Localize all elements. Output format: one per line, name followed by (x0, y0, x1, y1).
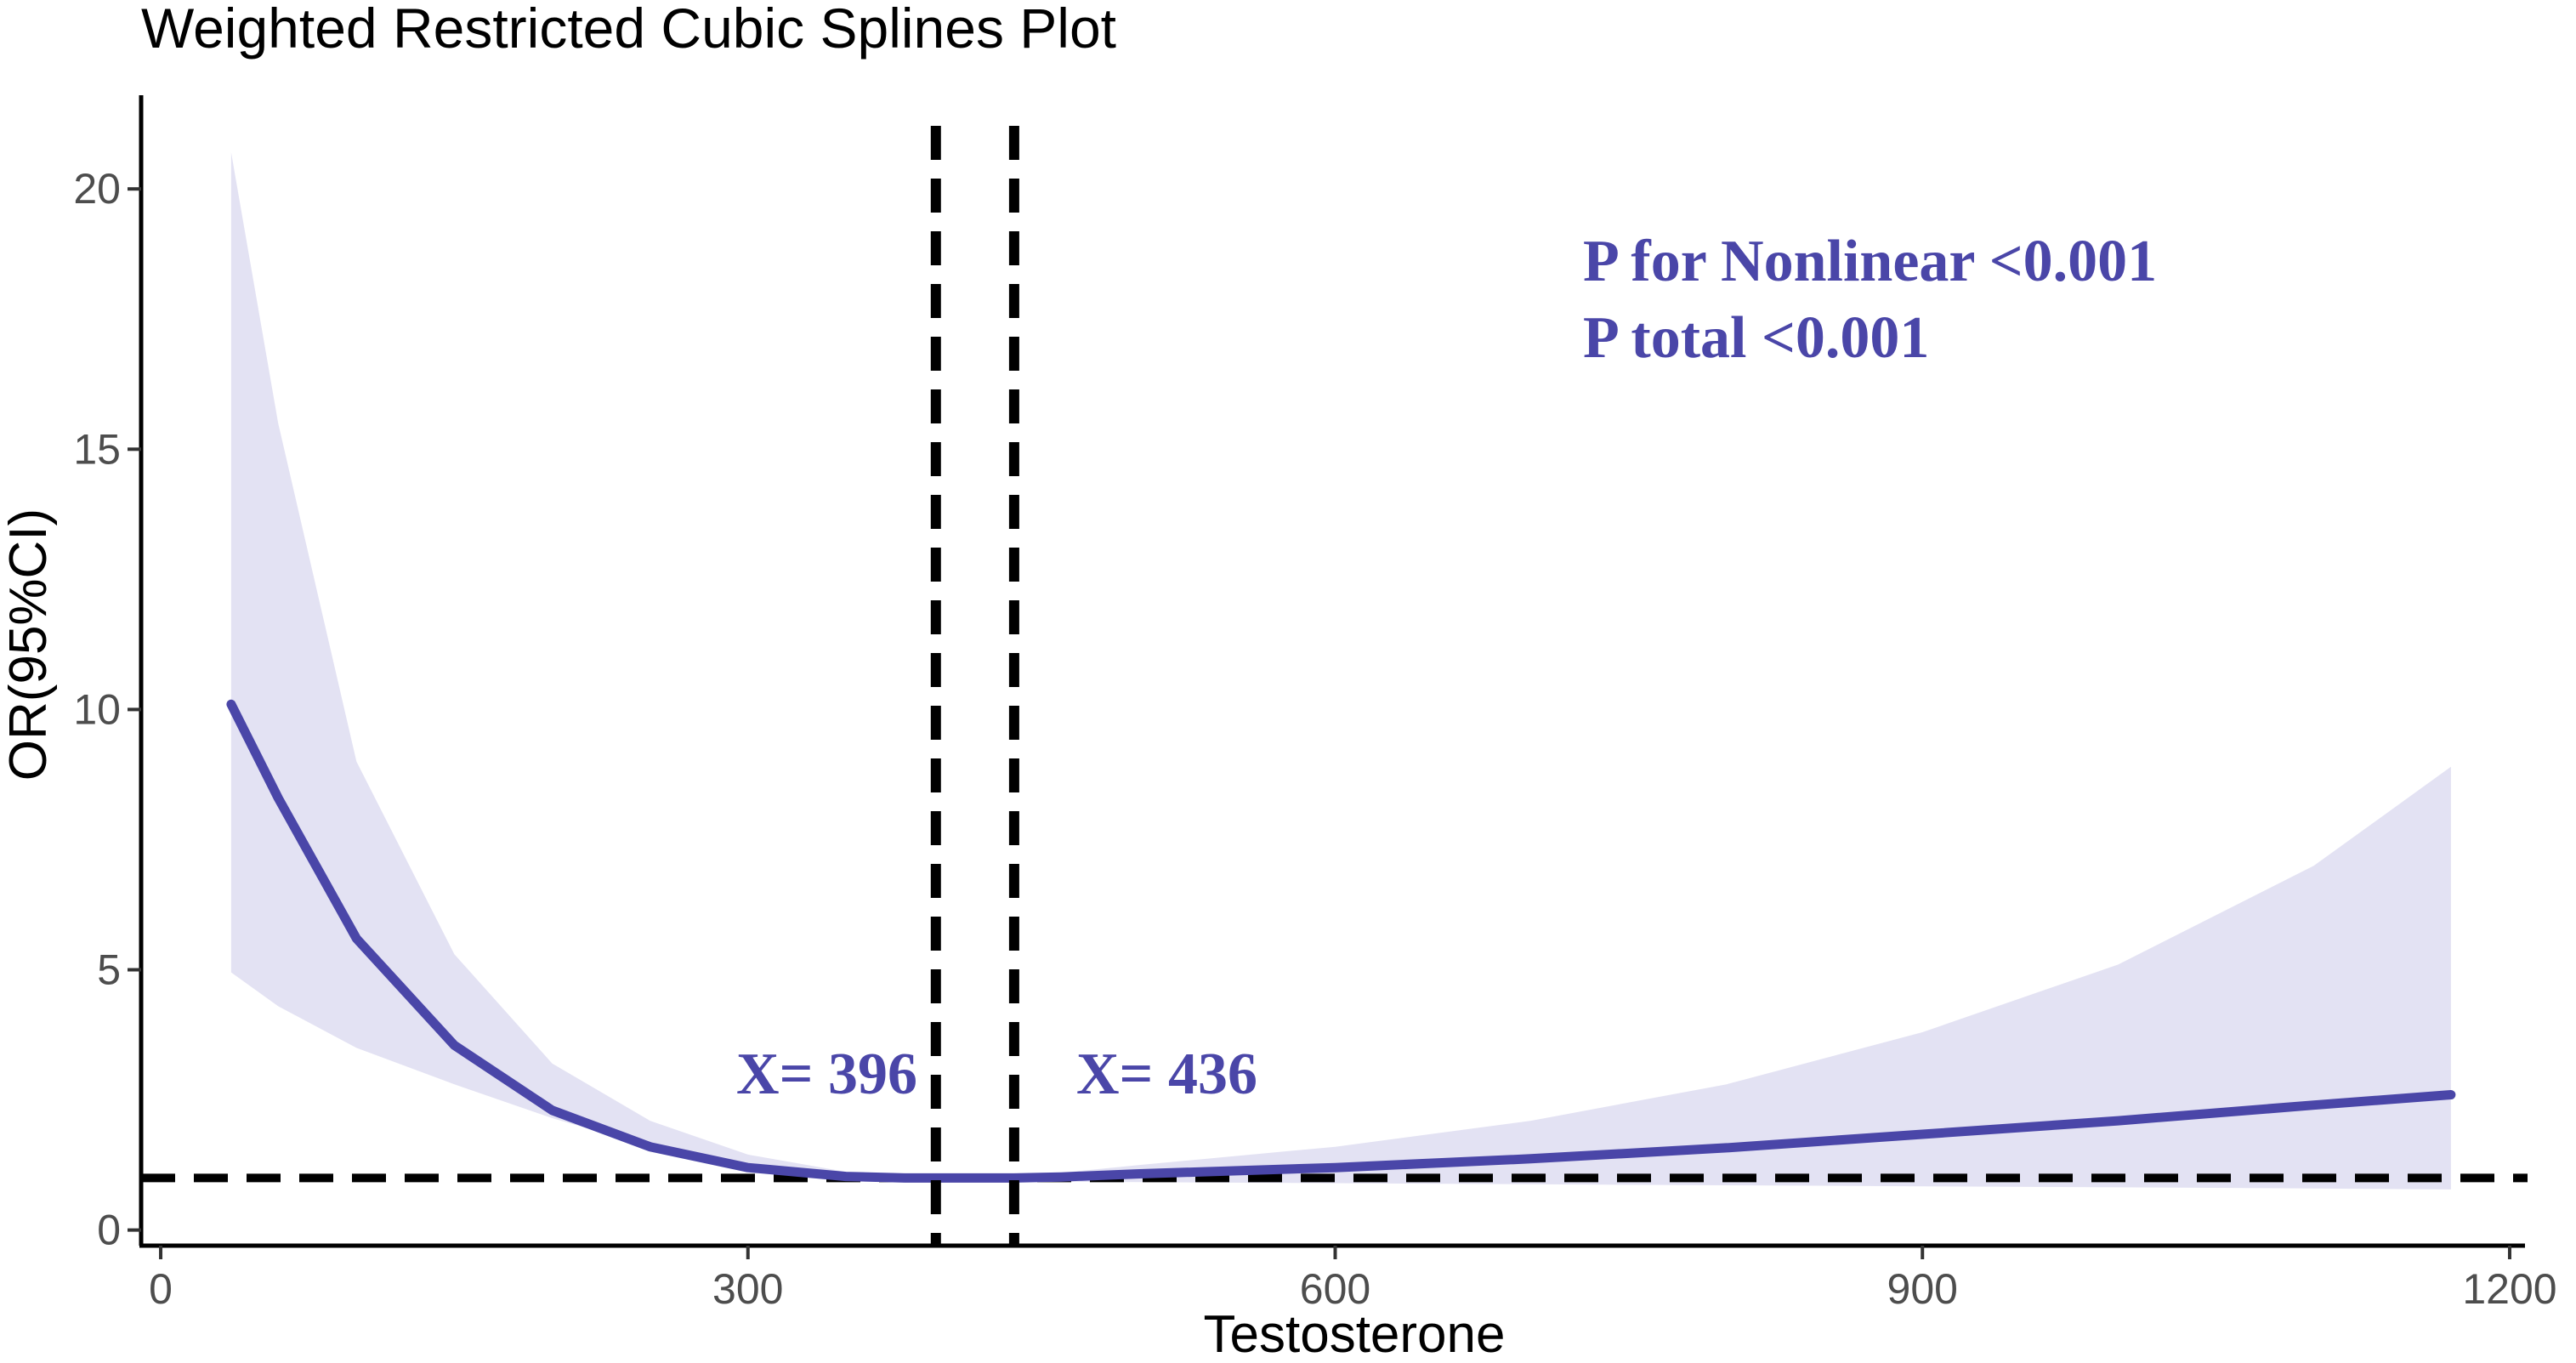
y-axis-label: OR(95%CI) (0, 508, 58, 781)
spline-curve (226, 699, 2456, 1183)
x-tick-label-1200: 1200 (2462, 1265, 2556, 1313)
y-tick-label-10: 10 (73, 685, 121, 733)
y-tick-label-0: 0 (97, 1207, 121, 1254)
axes (139, 95, 2525, 1248)
x-tick-label-900: 900 (1887, 1265, 1958, 1313)
chart-title: Weighted Restricted Cubic Splines Plot (141, 0, 1116, 60)
plot-area (141, 126, 2528, 1246)
y-tick-label-20: 20 (73, 165, 121, 213)
x-tick-label-300: 300 (712, 1265, 783, 1313)
y-tick-label-5: 5 (97, 946, 121, 994)
x-axis-label: Testosterone (1204, 1305, 1506, 1363)
x-tick-label-0: 0 (149, 1265, 173, 1313)
ticks: 0 300 600 900 1200 0 5 10 15 20 (73, 165, 2556, 1313)
knot-label-right: X= 436 (1076, 1042, 1257, 1107)
p-total-label: P total <0.001 (1583, 305, 1929, 371)
knot-label-left: X= 396 (736, 1042, 917, 1107)
y-tick-label-15: 15 (73, 425, 121, 473)
p-nonlinear-label: P for Nonlinear <0.001 (1583, 229, 2157, 294)
x-tick-label-600: 600 (1300, 1265, 1370, 1313)
confidence-band (230, 152, 2451, 1190)
